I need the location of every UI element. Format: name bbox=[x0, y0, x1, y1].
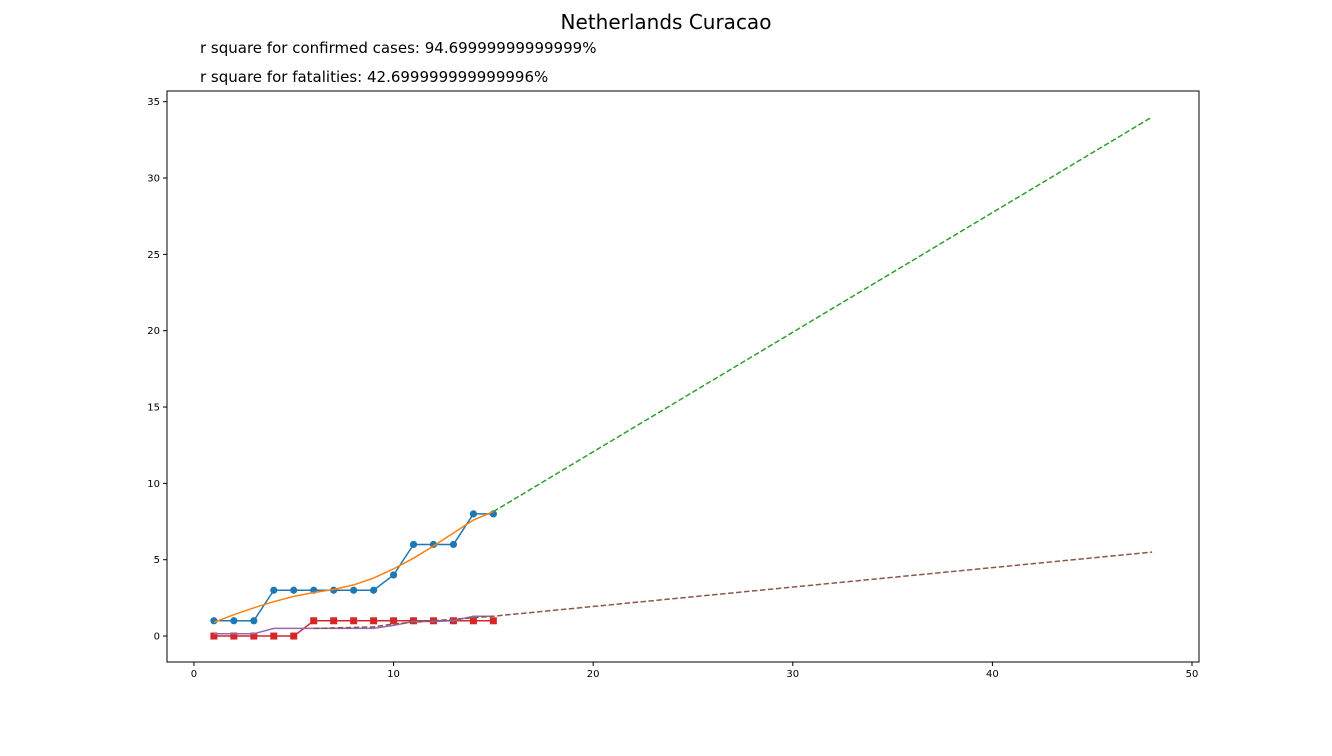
y-tick-label: 20 bbox=[147, 326, 160, 337]
series-3-point bbox=[330, 617, 338, 625]
series-0-point bbox=[409, 540, 418, 549]
y-tick-label: 15 bbox=[147, 403, 160, 414]
series-0 bbox=[210, 510, 497, 625]
chart-title: Netherlands Curacao bbox=[560, 10, 772, 34]
r-square-confirmed-annotation: r square for confirmed cases: 94.6999999… bbox=[200, 39, 597, 57]
series-0-line bbox=[213, 513, 494, 622]
series-3-point bbox=[469, 617, 477, 625]
series-3-point bbox=[310, 617, 318, 625]
series-3-point bbox=[390, 617, 398, 625]
series-0-point bbox=[230, 617, 238, 625]
series-0-point bbox=[210, 617, 218, 625]
series-3-point bbox=[230, 632, 238, 640]
y-tick-label: 10 bbox=[147, 479, 160, 490]
series-0-point bbox=[270, 586, 278, 594]
series-layer bbox=[210, 116, 1153, 640]
series-3-point bbox=[270, 632, 278, 640]
y-tick-label: 5 bbox=[154, 555, 160, 566]
series-1-line bbox=[213, 510, 494, 624]
series-0-point bbox=[350, 586, 358, 594]
axes-layer: 0 10 20 30 40 50 0 5 10 15 20 25 30 35 bbox=[147, 90, 1200, 680]
series-0-point bbox=[449, 540, 458, 549]
series-1 bbox=[213, 510, 494, 624]
series-3-point bbox=[210, 632, 218, 640]
series-3-point bbox=[290, 632, 298, 640]
x-tick-label: 0 bbox=[191, 669, 197, 680]
series-0-point bbox=[369, 586, 378, 594]
y-tick-label: 25 bbox=[147, 250, 160, 261]
series-0-point bbox=[469, 510, 478, 518]
series-2-line bbox=[492, 116, 1153, 513]
series-4-line bbox=[213, 615, 494, 635]
series-4 bbox=[213, 615, 494, 635]
series-0-point bbox=[389, 571, 398, 579]
series-3-point bbox=[250, 632, 258, 640]
series-3-point bbox=[370, 617, 378, 625]
y-tick-label: 0 bbox=[154, 632, 160, 643]
x-tick-label: 20 bbox=[587, 669, 600, 680]
series-2 bbox=[492, 116, 1153, 513]
series-0-point bbox=[290, 586, 298, 594]
x-tick-label: 30 bbox=[786, 669, 799, 680]
x-tick-label: 50 bbox=[1186, 669, 1199, 680]
series-3-point bbox=[350, 617, 358, 625]
series-3-point bbox=[489, 617, 497, 625]
plot-frame bbox=[166, 90, 1200, 663]
y-tick-label: 35 bbox=[147, 97, 160, 108]
x-tick-label: 40 bbox=[986, 669, 999, 680]
r-square-fatalities-annotation: r square for fatalities: 42.699999999999… bbox=[200, 68, 549, 86]
series-5-line bbox=[313, 551, 1153, 630]
y-tick-label: 30 bbox=[147, 174, 160, 185]
series-5 bbox=[313, 551, 1153, 630]
x-tick-label: 10 bbox=[387, 669, 400, 680]
series-0-point bbox=[250, 617, 258, 625]
series-3-point bbox=[410, 617, 418, 625]
